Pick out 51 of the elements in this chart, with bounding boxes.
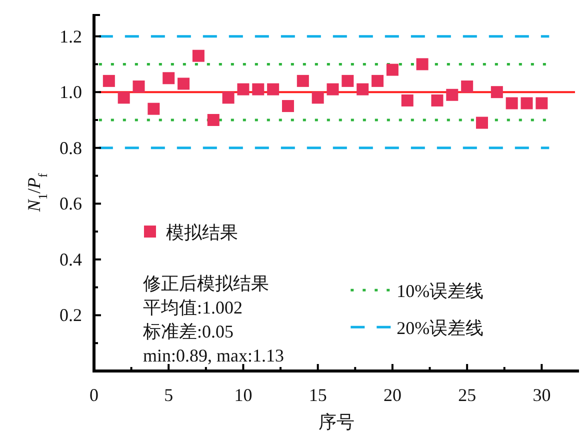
annotation: min:0.89, max:1.13 — [143, 345, 284, 366]
x-axis-title: 序号 — [318, 412, 354, 432]
point — [446, 88, 458, 101]
y-tick-label: 0.8 — [60, 138, 82, 158]
point — [162, 72, 175, 84]
point — [520, 97, 533, 110]
x-tick-label: 20 — [383, 385, 402, 405]
point — [356, 83, 369, 96]
point — [386, 64, 398, 76]
x-tick-label: 25 — [458, 385, 476, 405]
legend-label: 20%误差线 — [396, 318, 484, 338]
point — [312, 92, 324, 104]
annotation: 修正后模拟结果 — [143, 273, 269, 294]
x-tick-label: 0 — [90, 385, 98, 405]
point — [282, 100, 294, 112]
point — [490, 86, 503, 98]
point — [118, 92, 130, 104]
annotation: 平均值:1.002 — [143, 297, 243, 318]
point — [401, 94, 414, 106]
point — [416, 58, 428, 70]
y-tick-label: 0.6 — [60, 194, 82, 214]
legend-label: 模拟结果 — [166, 222, 238, 243]
point — [267, 83, 280, 96]
point — [536, 97, 548, 110]
x-tick-label: 30 — [532, 385, 551, 405]
x-tick-label: 15 — [308, 385, 327, 405]
point — [207, 114, 220, 126]
point — [178, 78, 190, 90]
point — [461, 80, 474, 93]
point — [372, 74, 384, 87]
point — [132, 80, 145, 93]
point — [342, 74, 354, 87]
point — [326, 83, 339, 96]
x-tick-label: 5 — [164, 385, 174, 405]
point — [431, 94, 444, 106]
point — [222, 92, 234, 104]
y-tick-label: 1.2 — [60, 26, 82, 46]
x-tick-label: 10 — [234, 385, 252, 405]
y-tick-label: 0.4 — [60, 249, 82, 270]
point — [506, 97, 518, 110]
y-tick-label: 1.0 — [60, 82, 82, 102]
point — [148, 102, 160, 115]
point — [237, 83, 250, 96]
point — [102, 74, 115, 87]
y-tick-label: 0.2 — [60, 305, 82, 326]
point — [252, 83, 264, 96]
point — [476, 116, 488, 129]
point — [296, 74, 309, 87]
point — [192, 50, 204, 62]
legend-label: 10%误差线 — [396, 281, 484, 302]
annotation: 标准差:0.05 — [142, 321, 234, 342]
